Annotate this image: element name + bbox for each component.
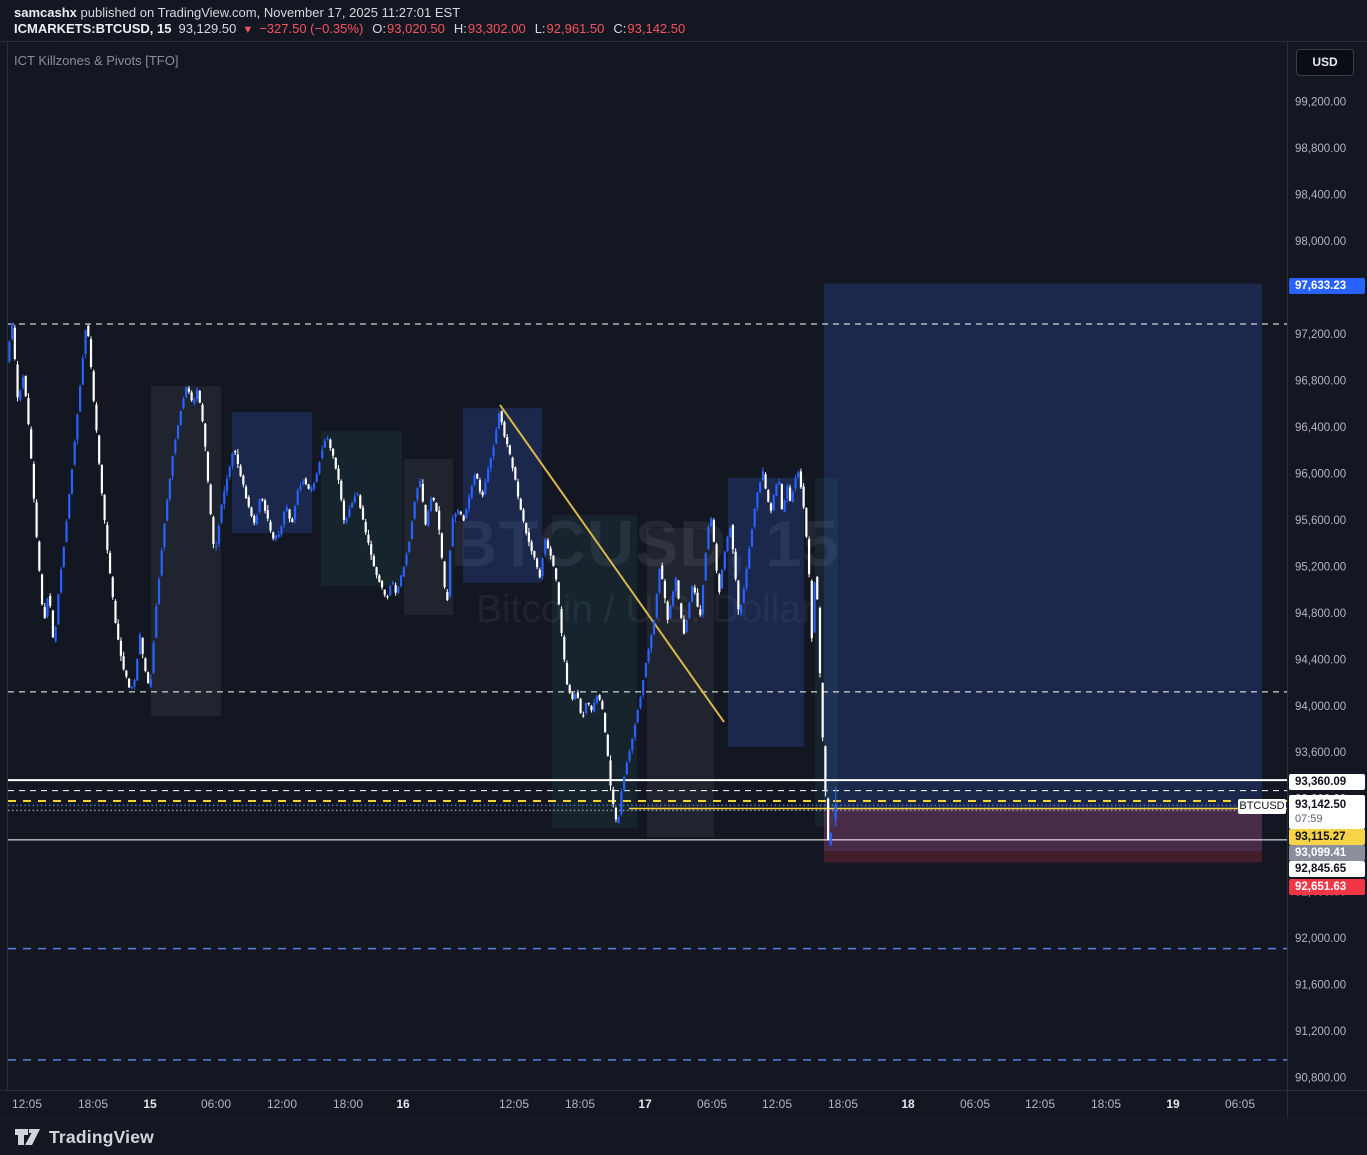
tradingview-logo-icon bbox=[15, 1129, 40, 1145]
candles bbox=[8, 322, 837, 847]
svg-text:06:05: 06:05 bbox=[1225, 1097, 1255, 1111]
svg-text:91,200.00: 91,200.00 bbox=[1295, 1026, 1346, 1038]
svg-text:18:00: 18:00 bbox=[333, 1097, 363, 1111]
trendline bbox=[499, 404, 725, 723]
svg-text:95,600.00: 95,600.00 bbox=[1295, 515, 1346, 527]
price-label-chip: 93,115.27 bbox=[1289, 829, 1365, 845]
symbol-title: ICMARKETS:BTCUSD, 15 bbox=[14, 21, 172, 36]
high-value: 93,302.00 bbox=[467, 21, 526, 36]
currency-toggle-button[interactable]: USD bbox=[1296, 49, 1354, 76]
svg-text:17: 17 bbox=[638, 1097, 652, 1111]
candle-countdown: 07:59 bbox=[1295, 813, 1323, 825]
indicator-title[interactable]: ICT Killzones & Pivots [TFO] bbox=[14, 53, 179, 68]
close-label: C: bbox=[613, 21, 627, 36]
svg-text:94,800.00: 94,800.00 bbox=[1295, 608, 1346, 620]
tradingview-logo-text: TradingView bbox=[49, 1126, 154, 1147]
low-value: 92,961.50 bbox=[546, 21, 605, 36]
low-label: L: bbox=[534, 21, 546, 36]
svg-text:96,800.00: 96,800.00 bbox=[1295, 375, 1346, 387]
killzone-boxes bbox=[151, 283, 1262, 863]
publish-header: samcashx published on TradingView.com, N… bbox=[14, 5, 460, 21]
svg-text:12:00: 12:00 bbox=[267, 1097, 297, 1111]
svg-text:12:05: 12:05 bbox=[499, 1097, 529, 1111]
svg-text:95,200.00: 95,200.00 bbox=[1295, 561, 1346, 573]
symbol-status-line: ICMARKETS:BTCUSD, 15 93,129.50 ▼ −327.50 (−… bbox=[14, 21, 685, 38]
pane-borders bbox=[0, 41, 1367, 1119]
close-value: 93,142.50 bbox=[627, 21, 686, 36]
svg-text:18:05: 18:05 bbox=[78, 1097, 108, 1111]
svg-text:12:05: 12:05 bbox=[12, 1097, 42, 1111]
svg-text:12:05: 12:05 bbox=[1025, 1097, 1055, 1111]
watermark-symbol: BTCUSD, 15 bbox=[450, 507, 840, 580]
price-axis[interactable] bbox=[1288, 42, 1367, 1090]
tradingview-logo[interactable]: TradingView bbox=[14, 1124, 154, 1150]
svg-text:18:05: 18:05 bbox=[1091, 1097, 1121, 1111]
svg-text:98,000.00: 98,000.00 bbox=[1295, 236, 1346, 248]
svg-text:12:05: 12:05 bbox=[762, 1097, 792, 1111]
price-label-chip: 92,651.63 bbox=[1289, 879, 1365, 895]
svg-text:18: 18 bbox=[901, 1097, 915, 1111]
svg-text:15: 15 bbox=[143, 1097, 157, 1111]
svg-text:91,600.00: 91,600.00 bbox=[1295, 980, 1346, 992]
high-label: H: bbox=[453, 21, 467, 36]
svg-text:94,000.00: 94,000.00 bbox=[1295, 701, 1346, 713]
down-triangle-icon: ▼ bbox=[242, 24, 254, 36]
published-text: published on TradingView.com, November 1… bbox=[76, 5, 461, 20]
time-axis-labels: 12:05 18:05 15 06:00 12:00 18:00 16 12:05 18:05 1… bbox=[12, 1097, 1255, 1111]
open-value: 93,020.50 bbox=[387, 21, 445, 36]
last-price: 93,129.50 bbox=[178, 21, 237, 36]
price-label-chip: 92,845.65 bbox=[1289, 861, 1365, 877]
svg-text:92,000.00: 92,000.00 bbox=[1295, 933, 1346, 945]
svg-text:98,400.00: 98,400.00 bbox=[1295, 190, 1346, 202]
time-axis[interactable] bbox=[0, 1091, 1287, 1118]
svg-text:06:05: 06:05 bbox=[697, 1097, 727, 1111]
svg-text:99,200.00: 99,200.00 bbox=[1295, 97, 1346, 109]
author-name: samcashx bbox=[14, 5, 77, 20]
price-label-chip: 97,633.23 bbox=[1289, 278, 1365, 294]
svg-text:97,200.00: 97,200.00 bbox=[1295, 329, 1346, 341]
price-label-chip: 93,142.50 07:59 bbox=[1289, 795, 1365, 829]
svg-text:06:05: 06:05 bbox=[960, 1097, 990, 1111]
svg-text:96,400.00: 96,400.00 bbox=[1295, 422, 1346, 434]
svg-text:93,600.00: 93,600.00 bbox=[1295, 747, 1346, 759]
svg-text:96,000.00: 96,000.00 bbox=[1295, 468, 1346, 480]
svg-text:16: 16 bbox=[396, 1097, 410, 1111]
symbol-price-tag: BTCUSD bbox=[1238, 799, 1286, 814]
price-change: −327.50 (−0.35%) bbox=[259, 21, 364, 36]
price-label-chip: 93,099.41 bbox=[1289, 845, 1365, 861]
svg-text:18:05: 18:05 bbox=[828, 1097, 858, 1111]
svg-text:94,400.00: 94,400.00 bbox=[1295, 654, 1346, 666]
level-lines bbox=[8, 323, 1287, 1061]
open-label: O: bbox=[372, 21, 387, 36]
svg-text:06:00: 06:00 bbox=[201, 1097, 231, 1111]
svg-text:90,800.00: 90,800.00 bbox=[1295, 1073, 1346, 1085]
svg-text:19: 19 bbox=[1166, 1097, 1180, 1111]
svg-text:18:05: 18:05 bbox=[565, 1097, 595, 1111]
price-label-chip: 93,360.09 bbox=[1289, 774, 1365, 790]
svg-text:98,800.00: 98,800.00 bbox=[1295, 143, 1346, 155]
